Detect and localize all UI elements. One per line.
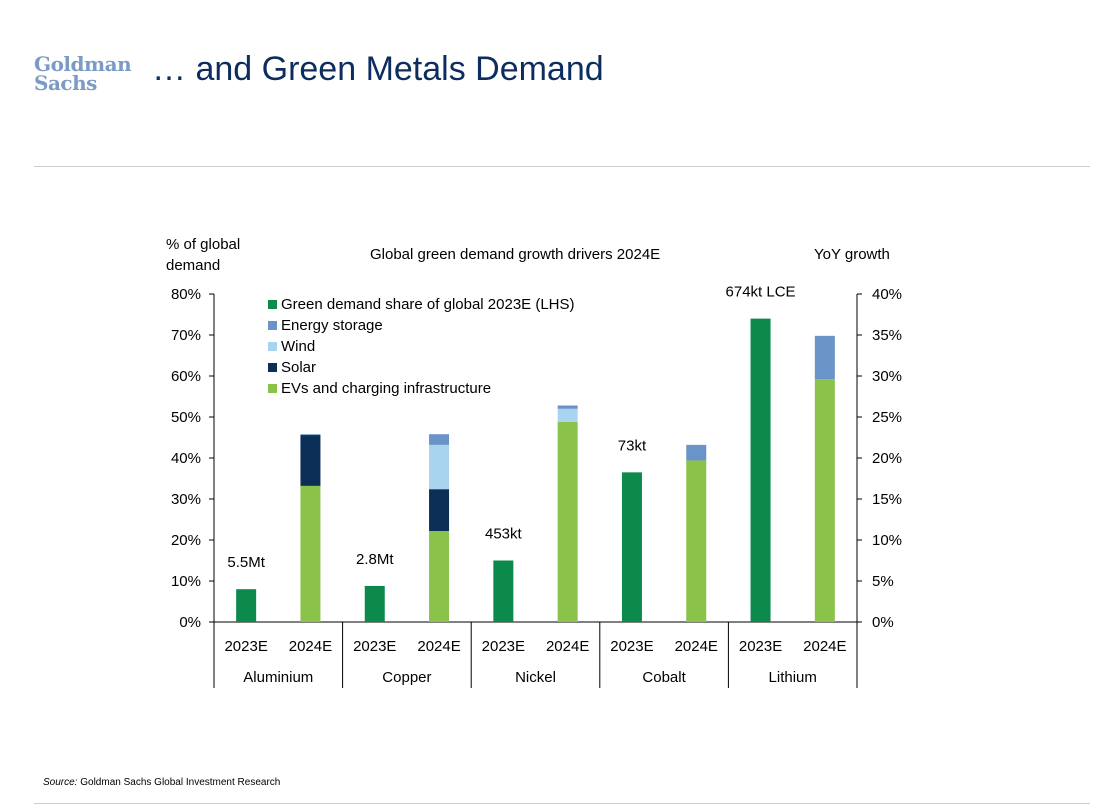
legend-swatch bbox=[268, 342, 277, 351]
right-tick-label: 5% bbox=[872, 573, 894, 590]
legend-label: Solar bbox=[281, 359, 316, 376]
left-tick-label: 20% bbox=[171, 532, 201, 549]
data-label: 5.5Mt bbox=[227, 554, 265, 571]
data-label: 674kt LCE bbox=[726, 284, 796, 301]
left-tick-label: 80% bbox=[171, 286, 201, 303]
bar-share-2023e bbox=[364, 585, 385, 622]
source-note: Source: Goldman Sachs Global Investment … bbox=[43, 777, 280, 788]
right-axis-label: YoY growth bbox=[814, 246, 890, 263]
bar-segment-energy-storage bbox=[814, 335, 835, 380]
bar-share-2023e bbox=[621, 472, 642, 622]
right-tick-label: 35% bbox=[872, 327, 902, 344]
right-tick-label: 20% bbox=[872, 450, 902, 467]
bar-segment-energy-storage bbox=[557, 405, 578, 409]
x-tick-label: 2024E bbox=[289, 638, 332, 655]
legend-swatch bbox=[268, 321, 277, 330]
legend-swatch bbox=[268, 363, 277, 372]
right-tick-label: 15% bbox=[872, 491, 902, 508]
x-tick-label: 2023E bbox=[224, 638, 267, 655]
x-tick-label: 2024E bbox=[417, 638, 460, 655]
bar-segment-wind bbox=[557, 408, 578, 422]
legend-label: EVs and charging infrastructure bbox=[281, 380, 491, 397]
x-tick-label: 2024E bbox=[675, 638, 718, 655]
legend-swatch bbox=[268, 300, 277, 309]
x-tick-label: 2023E bbox=[610, 638, 653, 655]
left-tick-label: 0% bbox=[179, 614, 201, 631]
group-label: Copper bbox=[382, 669, 431, 686]
data-label: 73kt bbox=[618, 437, 647, 454]
plot-area: 0% 10% 20% 30% 40% 50% 60% 70% 80% 0% 5% 10% 15% 20% 2… bbox=[171, 284, 902, 688]
bar-share-2023e bbox=[236, 589, 257, 622]
legend-label: Energy storage bbox=[281, 317, 383, 334]
x-tick-label: 2023E bbox=[353, 638, 396, 655]
left-axis-label-line2: demand bbox=[166, 257, 220, 274]
right-tick-label: 0% bbox=[872, 614, 894, 631]
source-text: Goldman Sachs Global Investment Research bbox=[80, 777, 281, 788]
bar-segment-evs bbox=[557, 421, 578, 622]
left-axis-label-line1: % of global bbox=[166, 236, 240, 253]
bar-segment-energy-storage bbox=[429, 434, 450, 445]
group-label: Lithium bbox=[769, 669, 817, 686]
logo-line-1: Goldman bbox=[34, 52, 132, 76]
legend-label: Wind bbox=[281, 338, 315, 355]
left-tick-label: 30% bbox=[171, 491, 201, 508]
bar-segment-evs bbox=[686, 460, 707, 622]
left-tick-label: 50% bbox=[171, 409, 201, 426]
left-tick-label: 40% bbox=[171, 450, 201, 467]
goldman-sachs-logo: Goldman Sachs bbox=[34, 52, 134, 95]
right-tick-label: 30% bbox=[872, 368, 902, 385]
x-tick-label: 2023E bbox=[739, 638, 782, 655]
logo-line-2: Sachs bbox=[34, 71, 97, 95]
left-tick-label: 60% bbox=[171, 368, 201, 385]
top-divider bbox=[34, 166, 1090, 167]
x-tick-label: 2024E bbox=[546, 638, 589, 655]
right-tick-label: 25% bbox=[872, 409, 902, 426]
bar-share-2023e bbox=[493, 560, 514, 622]
bar-segment-evs bbox=[429, 530, 450, 622]
data-label: 453kt bbox=[485, 526, 523, 543]
legend-swatch bbox=[268, 384, 277, 393]
page-title: … and Green Metals Demand bbox=[152, 50, 604, 88]
bar-segment-solar bbox=[429, 489, 450, 531]
group-label: Nickel bbox=[515, 669, 556, 686]
chart-title: Global green demand growth drivers 2024E bbox=[370, 246, 660, 263]
bar-segment-wind bbox=[429, 444, 450, 490]
legend-label: Green demand share of global 2023E (LHS) bbox=[281, 296, 575, 313]
group-label: Cobalt bbox=[642, 669, 686, 686]
x-tick-label: 2024E bbox=[803, 638, 846, 655]
right-tick-label: 10% bbox=[872, 532, 902, 549]
bar-segment-energy-storage bbox=[300, 434, 321, 436]
left-tick-label: 70% bbox=[171, 327, 201, 344]
bottom-divider bbox=[34, 803, 1090, 804]
bar-segment-solar bbox=[300, 435, 321, 486]
data-label: 2.8Mt bbox=[356, 551, 394, 568]
bar-segment-energy-storage bbox=[686, 444, 707, 461]
bar-segment-evs bbox=[300, 485, 321, 622]
source-label: Source: bbox=[43, 777, 78, 788]
right-tick-label: 40% bbox=[872, 286, 902, 303]
left-tick-label: 10% bbox=[171, 573, 201, 590]
bar-segment-evs bbox=[814, 379, 835, 622]
bar-share-2023e bbox=[750, 318, 771, 622]
x-tick-label: 2023E bbox=[482, 638, 525, 655]
group-label: Aluminium bbox=[243, 669, 313, 686]
